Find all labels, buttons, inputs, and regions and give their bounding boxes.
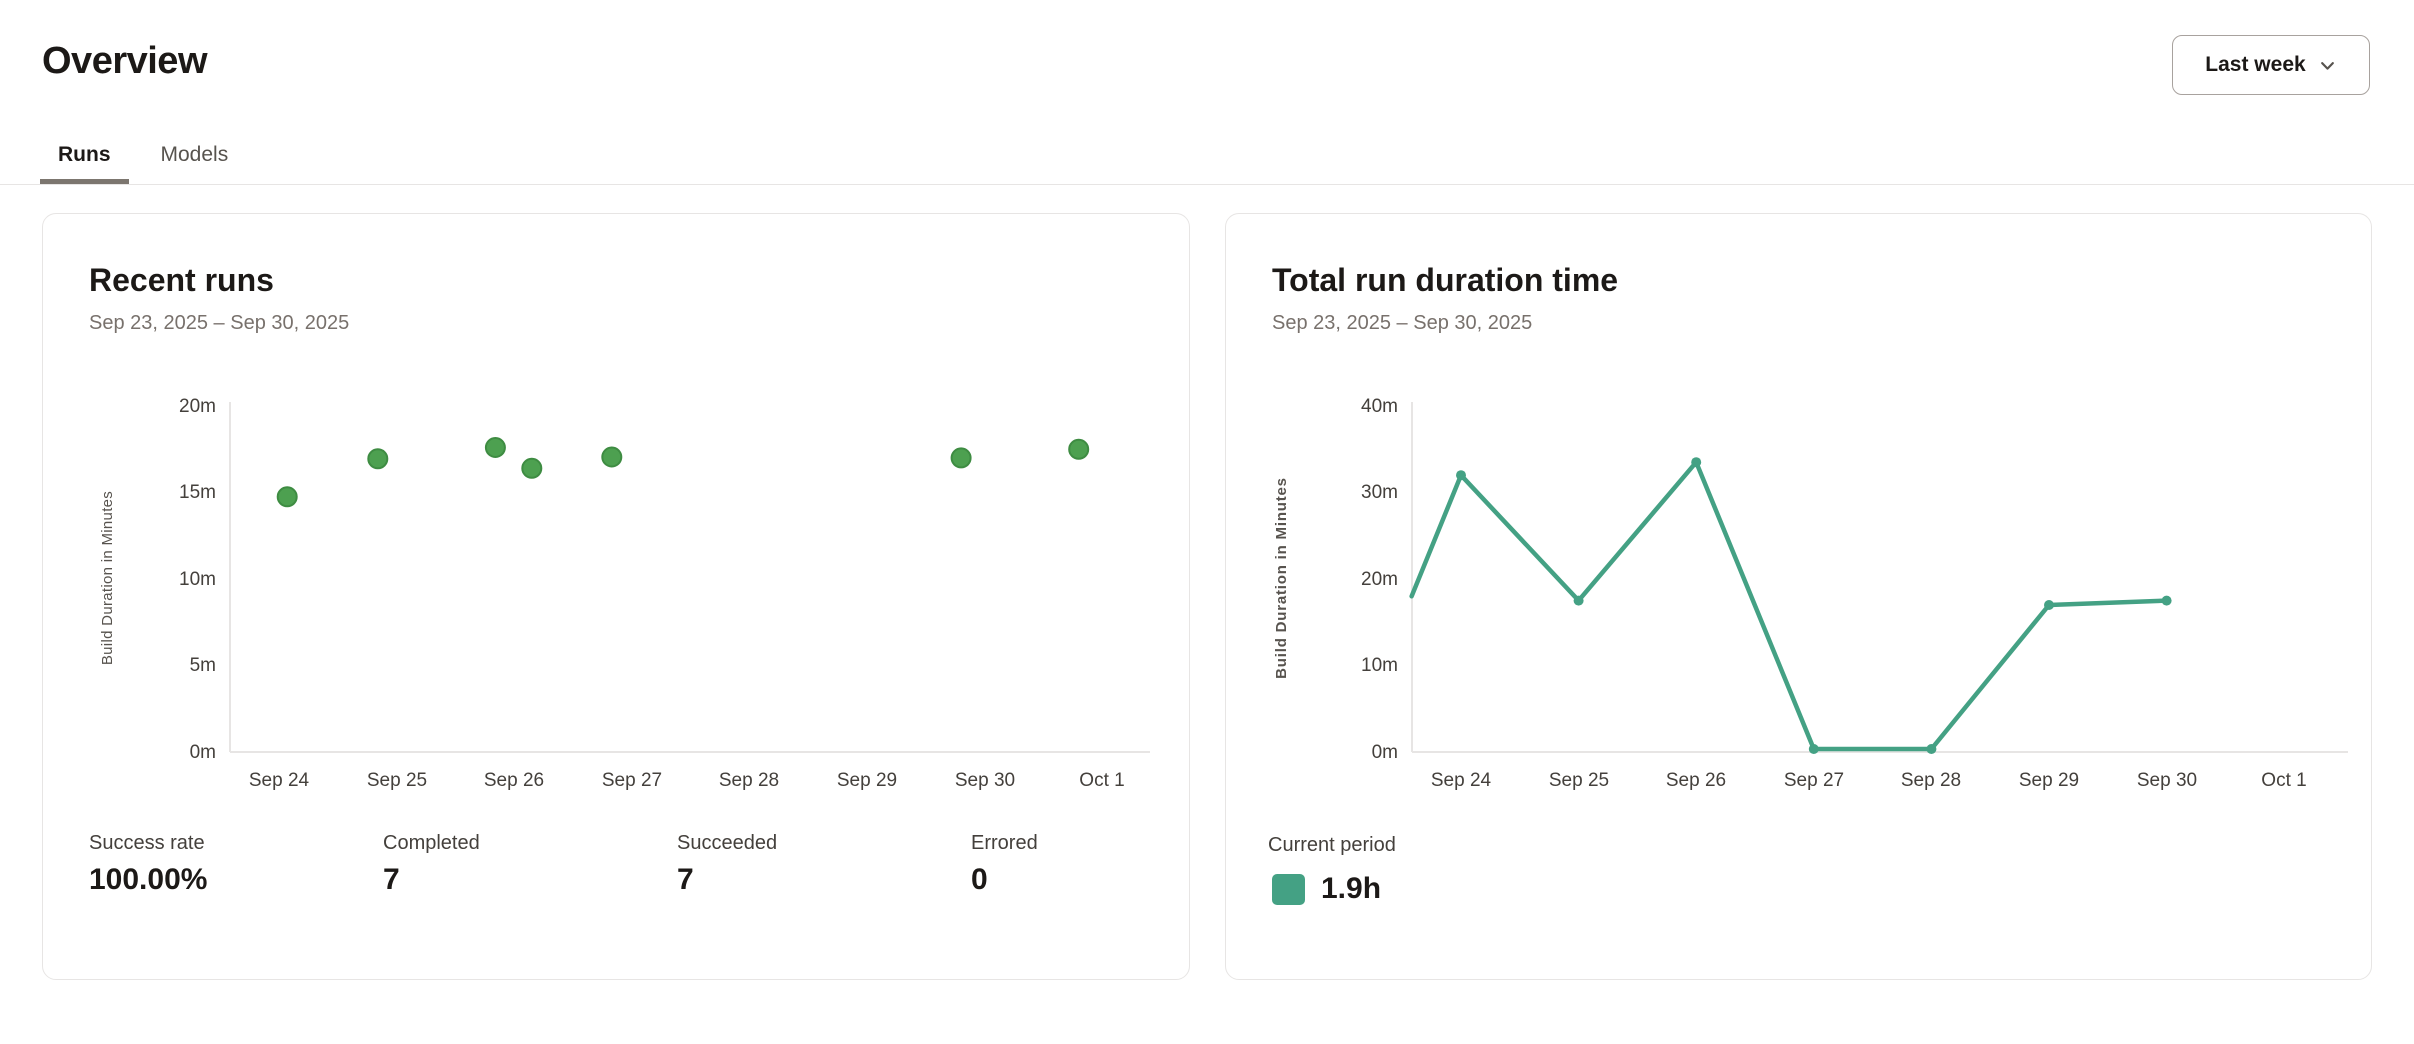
recent-runs-card: Recent runs Sep 23, 2025 – Sep 30, 2025 … [42, 213, 1190, 980]
x-tick-label: Sep 30 [955, 770, 1015, 791]
y-axis-title: Build Duration in Minutes [1273, 477, 1290, 679]
y-axis-title: Build Duration in Minutes [99, 491, 116, 665]
tab-models-label: Models [160, 143, 229, 166]
legend-row: 1.9h [1272, 872, 1381, 906]
tab-models[interactable]: Models [143, 130, 247, 184]
y-tick-label: 15m [179, 482, 216, 503]
y-tick-label: 10m [179, 569, 216, 590]
x-tick-label: Oct 1 [1079, 770, 1124, 791]
x-tick-label: Sep 30 [2137, 770, 2197, 791]
stat-errored: Errored 0 [971, 832, 1265, 897]
line-marker[interactable] [1573, 595, 1584, 606]
y-tick-label: 10m [1361, 655, 1398, 676]
x-tick-label: Sep 24 [1431, 770, 1492, 791]
scatter-points-group [276, 437, 1090, 508]
x-tick-label: Sep 28 [1901, 770, 1961, 791]
legend-value: 1.9h [1321, 872, 1382, 905]
x-tick-label: Sep 27 [1784, 770, 1844, 791]
chevron-down-icon [2318, 56, 2337, 75]
run-scatter-point[interactable] [367, 448, 389, 470]
line-marker[interactable] [1456, 470, 1466, 481]
x-tick-label: Sep 26 [484, 770, 544, 791]
stat-label: Succeeded [677, 832, 778, 854]
tab-runs-label: Runs [58, 143, 111, 166]
recent-runs-title: Recent runs [89, 262, 274, 298]
line-marker[interactable] [2044, 600, 2054, 610]
line-marker[interactable] [1808, 744, 1819, 754]
total-duration-line-chart[interactable]: 0m 10m 20m 30m 40m Sep 24 Sep 25 Sep 26 … [1225, 213, 2372, 980]
x-tick-label: Sep 25 [1549, 770, 1609, 791]
stat-label: Errored [971, 832, 1038, 854]
tab-bar: Runs Models [0, 130, 2414, 185]
period-selector-dropdown[interactable]: Last week [2172, 35, 2370, 95]
line-marker[interactable] [1926, 744, 1937, 754]
x-tick-label: Sep 24 [249, 770, 310, 791]
run-scatter-point[interactable] [484, 437, 506, 458]
period-selector-label: Last week [2205, 53, 2306, 76]
total-run-duration-date-range: Sep 23, 2025 – Sep 30, 2025 [1272, 312, 1533, 334]
stat-success-rate: Success rate 100.00% [89, 832, 383, 897]
stat-label: Success rate [89, 832, 205, 854]
x-tick-label: Sep 28 [719, 770, 779, 791]
y-tick-label: 40m [1361, 396, 1398, 417]
stat-label: Completed [383, 832, 480, 854]
x-tick-label: Oct 1 [2261, 770, 2306, 791]
stat-value: 7 [383, 863, 400, 896]
x-tick-label: Sep 29 [837, 770, 897, 791]
run-scatter-point[interactable] [950, 447, 972, 469]
x-tick-label: Sep 25 [367, 770, 427, 791]
x-tick-label: Sep 27 [602, 770, 662, 791]
x-tick-label: Sep 29 [2019, 770, 2079, 791]
run-scatter-point[interactable] [1068, 438, 1090, 460]
run-scatter-point[interactable] [601, 446, 623, 468]
y-tick-label: 0m [190, 742, 216, 763]
run-stats-row: Success rate 100.00% Completed 7 Succeed… [89, 832, 1265, 897]
y-tick-label: 5m [190, 655, 216, 676]
page-title: Overview [42, 40, 208, 82]
line-marker[interactable] [1691, 457, 1702, 468]
stat-value: 0 [971, 863, 988, 896]
tab-runs[interactable]: Runs [40, 130, 129, 184]
recent-runs-scatter-chart[interactable]: 0m 5m 10m 15m 20m Sep 24 Sep 25 Sep 26 S… [42, 213, 1190, 980]
total-run-duration-title: Total run duration time [1272, 262, 1619, 298]
legend-label: Current period [1268, 834, 1396, 856]
y-tick-label: 20m [179, 396, 216, 417]
stat-value: 100.00% [89, 863, 208, 896]
duration-line [1409, 459, 2169, 752]
y-tick-label: 0m [1372, 742, 1398, 763]
stat-completed: Completed 7 [383, 832, 677, 897]
stat-value: 7 [677, 863, 694, 896]
stat-succeeded: Succeeded 7 [677, 832, 971, 897]
run-scatter-point[interactable] [276, 486, 298, 508]
recent-runs-date-range: Sep 23, 2025 – Sep 30, 2025 [89, 312, 350, 334]
total-run-duration-card: Total run duration time Sep 23, 2025 – S… [1225, 213, 2372, 980]
x-tick-label: Sep 26 [1666, 770, 1726, 791]
line-series-group [1409, 457, 2172, 754]
run-scatter-point[interactable] [521, 457, 543, 479]
y-tick-label: 20m [1361, 569, 1398, 590]
y-tick-label: 30m [1361, 482, 1398, 503]
line-marker[interactable] [2161, 595, 2172, 606]
current-period-swatch-icon [1272, 873, 1305, 905]
